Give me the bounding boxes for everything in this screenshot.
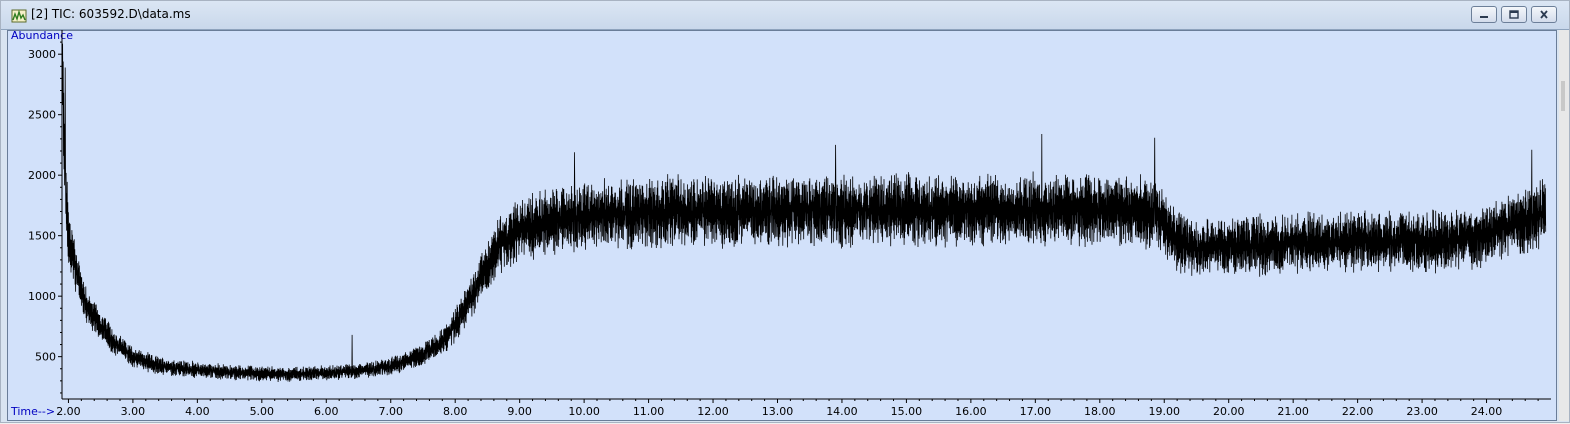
x-tick-label: 20.00 bbox=[1213, 405, 1245, 418]
chromatogram-app-icon bbox=[11, 9, 27, 23]
close-button[interactable] bbox=[1531, 6, 1557, 23]
x-tick-label: 14.00 bbox=[826, 405, 858, 418]
y-tick-label: 3000 bbox=[28, 48, 56, 61]
scroll-handle[interactable] bbox=[1561, 81, 1565, 111]
x-tick-label: 3.00 bbox=[121, 405, 146, 418]
x-tick-label: 7.00 bbox=[378, 405, 403, 418]
x-tick-label: 6.00 bbox=[314, 405, 339, 418]
x-tick-label: 11.00 bbox=[633, 405, 665, 418]
x-tick-label: 17.00 bbox=[1020, 405, 1052, 418]
x-tick-label: 9.00 bbox=[507, 405, 532, 418]
right-scroll-strip[interactable] bbox=[1559, 30, 1569, 421]
x-axis-label: Time--> bbox=[10, 405, 55, 418]
maximize-button[interactable] bbox=[1501, 6, 1527, 23]
y-tick-label: 1500 bbox=[28, 230, 56, 243]
x-tick-label: 5.00 bbox=[250, 405, 275, 418]
x-tick-label: 19.00 bbox=[1148, 405, 1180, 418]
x-tick-label: 8.00 bbox=[443, 405, 468, 418]
x-tick-label: 22.00 bbox=[1342, 405, 1374, 418]
x-tick-label: 2.00 bbox=[56, 405, 81, 418]
maximize-icon bbox=[1509, 10, 1519, 19]
close-icon bbox=[1540, 10, 1548, 19]
title-bar[interactable]: [2] TIC: 603592.D\data.ms bbox=[1, 1, 1569, 30]
y-ticks: 500 1000 1500 2000 2500 3000 bbox=[28, 41, 62, 394]
x-tick-label: 13.00 bbox=[762, 405, 794, 418]
x-tick-label: 15.00 bbox=[891, 405, 923, 418]
y-tick-label: 2500 bbox=[28, 109, 56, 122]
tic-trace-line bbox=[61, 30, 1547, 383]
y-tick-label: 500 bbox=[35, 351, 56, 364]
x-tick-label: 10.00 bbox=[568, 405, 600, 418]
x-tick-label: 16.00 bbox=[955, 405, 987, 418]
minimize-button[interactable] bbox=[1471, 6, 1497, 23]
x-tick-label: 23.00 bbox=[1406, 405, 1438, 418]
trace-group bbox=[61, 30, 1547, 383]
window-title: [2] TIC: 603592.D\data.ms bbox=[31, 7, 191, 21]
x-tick-label: 21.00 bbox=[1277, 405, 1309, 418]
x-tick-label: 18.00 bbox=[1084, 405, 1116, 418]
y-tick-label: 2000 bbox=[28, 169, 56, 182]
x-tick-label: 12.00 bbox=[697, 405, 729, 418]
minimize-icon bbox=[1480, 16, 1488, 18]
y-tick-label: 1000 bbox=[28, 290, 56, 303]
x-ticks: 2.00 3.00 4.00 5.00 6.00 7.00 8.00 9.00 10.00 11.… bbox=[56, 399, 1539, 418]
x-tick-label: 24.00 bbox=[1471, 405, 1503, 418]
x-tick-label: 4.00 bbox=[185, 405, 210, 418]
y-axis-label: Abundance bbox=[11, 29, 73, 42]
